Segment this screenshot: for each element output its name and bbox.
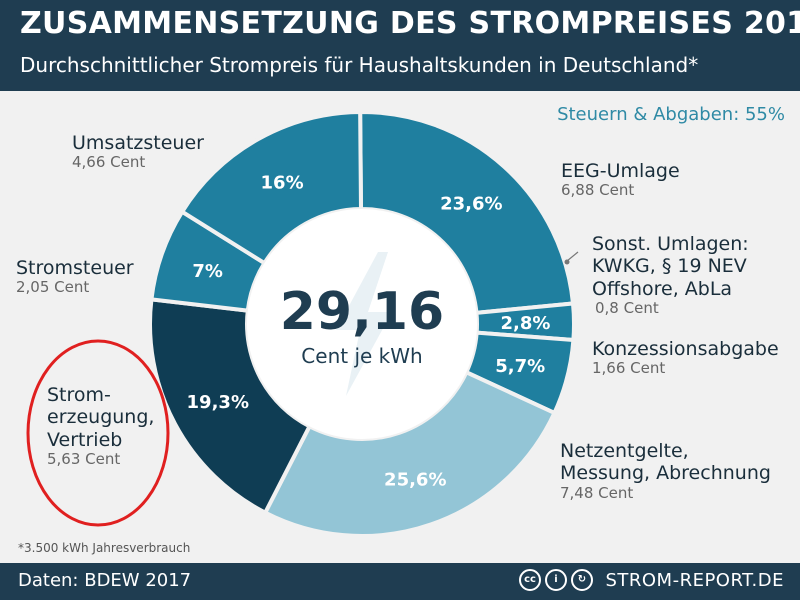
pct-label-sonst: 2,8% bbox=[501, 313, 551, 334]
label-stromsteuer-value: 2,05 Cent bbox=[16, 278, 90, 297]
label-umsatzsteuer: Umsatzsteuer 4,66 Cent bbox=[72, 132, 204, 172]
center-unit: Cent je kWh bbox=[301, 344, 422, 368]
label-eeg-umlage: EEG-Umlage 6,88 Cent bbox=[561, 160, 680, 200]
label-konz-value: 1,66 Cent bbox=[592, 359, 666, 378]
sonst-leader-dot bbox=[564, 259, 570, 265]
label-netz-line2: Messung, Abrechnung bbox=[560, 462, 771, 485]
pct-label-eeg: 23,6% bbox=[440, 193, 502, 214]
label-erz-line1: Strom- bbox=[47, 384, 111, 406]
label-sonst-line1: Sonst. Umlagen: bbox=[592, 233, 749, 255]
cc-license-icon[interactable]: cc bbox=[519, 569, 541, 591]
label-sonst-value: 0,8 Cent bbox=[595, 299, 659, 318]
header-bar: ZUSAMMENSETZUNG DES STROMPREISES 2017 Du… bbox=[0, 0, 800, 91]
label-eeg-value: 6,88 Cent bbox=[561, 181, 635, 200]
chart-subtitle: Durchschnittlicher Strompreis für Hausha… bbox=[20, 53, 699, 77]
pct-label-netz: 25,6% bbox=[384, 470, 446, 491]
pct-label-ust: 16% bbox=[261, 172, 304, 193]
label-sonstige-umlagen: Sonst. Umlagen: KWKG, § 19 NEV Offshore,… bbox=[592, 233, 749, 318]
label-netz-value: 7,48 Cent bbox=[560, 483, 634, 502]
label-stromerzeugung: Strom- erzeugung, Vertrieb 5,63 Cent bbox=[47, 384, 154, 469]
share-alike-icon[interactable]: ↻ bbox=[571, 569, 593, 591]
label-erz-value: 5,63 Cent bbox=[47, 450, 121, 469]
label-stromsteuer-name: Stromsteuer bbox=[16, 257, 134, 279]
pct-label-stromst: 7% bbox=[192, 261, 223, 282]
lightning-icon bbox=[336, 252, 392, 396]
label-netzentgelte: Netzentgelte, Messung, Abrechnung 7,48 C… bbox=[560, 440, 771, 503]
label-netz-line1: Netzentgelte, bbox=[560, 440, 689, 462]
brand-link[interactable]: STROM-REPORT.DE bbox=[605, 570, 784, 591]
label-umsatzsteuer-value: 4,66 Cent bbox=[72, 153, 146, 172]
label-erz-line2: erzeugung, bbox=[47, 406, 155, 429]
chart-title: ZUSAMMENSETZUNG DES STROMPREISES 2017 bbox=[20, 6, 800, 41]
footer-bar: Daten: BDEW 2017 cc i ↻ STROM-REPORT.DE bbox=[0, 563, 800, 600]
label-eeg-name: EEG-Umlage bbox=[561, 160, 680, 182]
label-sonst-line2: KWKG, § 19 NEV bbox=[592, 255, 747, 278]
label-umsatzsteuer-name: Umsatzsteuer bbox=[72, 132, 204, 154]
center-value: 29,16 bbox=[280, 282, 444, 342]
pct-label-konz: 5,7% bbox=[495, 356, 545, 377]
highlight-circle bbox=[26, 339, 170, 527]
label-konzessionsabgabe: Konzessionsabgabe 1,66 Cent bbox=[592, 338, 779, 378]
label-stromsteuer: Stromsteuer 2,05 Cent bbox=[16, 257, 134, 297]
taxes-total-label: Steuern & Abgaben: 55% bbox=[557, 104, 785, 125]
sonst-leader-line bbox=[566, 251, 579, 262]
footnote: *3.500 kWh Jahresverbrauch bbox=[18, 541, 191, 555]
attribution-icon[interactable]: i bbox=[545, 569, 567, 591]
label-sonst-line3: Offshore, AbLa bbox=[592, 277, 733, 300]
data-source: Daten: BDEW 2017 bbox=[18, 570, 192, 591]
pct-label-erz: 19,3% bbox=[187, 392, 249, 413]
label-erz-line3: Vertrieb bbox=[47, 428, 123, 451]
label-konz-name: Konzessionsabgabe bbox=[592, 338, 779, 360]
